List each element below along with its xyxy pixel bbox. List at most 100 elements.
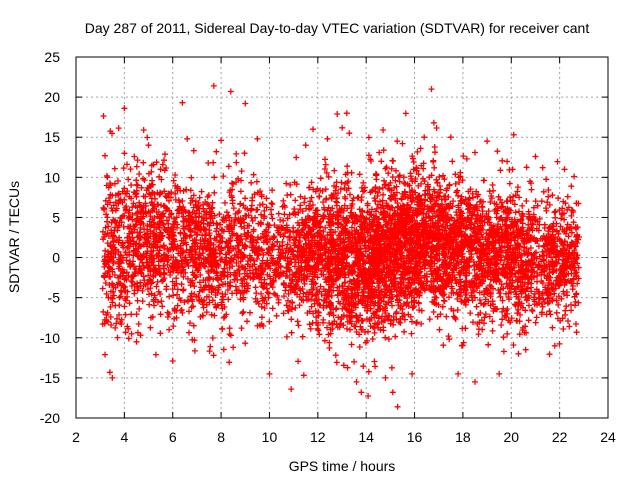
data-point (570, 283, 576, 289)
data-point (231, 276, 238, 283)
data-point (527, 245, 534, 251)
data-point (538, 278, 545, 285)
data-point (242, 195, 249, 202)
data-point (443, 237, 450, 244)
data-point (253, 178, 260, 185)
data-point (393, 167, 399, 174)
data-point (167, 269, 174, 276)
data-point (485, 341, 492, 348)
data-point (375, 324, 382, 331)
data-point (225, 163, 232, 170)
data-point (126, 300, 133, 307)
data-point (102, 224, 109, 231)
data-point (379, 202, 386, 209)
data-point (111, 180, 118, 187)
data-point (146, 182, 153, 189)
data-point (188, 296, 195, 303)
data-point (423, 210, 430, 217)
data-point (127, 223, 134, 230)
data-point (427, 265, 434, 272)
data-point (166, 214, 173, 221)
data-point (213, 304, 220, 311)
data-point (325, 173, 332, 180)
data-point (136, 202, 143, 209)
data-point (339, 124, 346, 131)
data-point (535, 227, 542, 234)
data-point (316, 193, 323, 200)
data-point (529, 307, 535, 313)
data-point (321, 166, 328, 172)
data-point (232, 245, 239, 252)
data-point (389, 174, 396, 180)
data-point (283, 333, 290, 340)
data-point (250, 226, 257, 233)
data-point (411, 217, 418, 224)
data-point (161, 275, 168, 282)
data-point (222, 199, 228, 206)
data-point (270, 235, 277, 242)
data-point (380, 205, 387, 212)
data-point (308, 194, 315, 201)
data-point (344, 364, 351, 371)
data-point (288, 247, 295, 254)
data-point (369, 336, 376, 342)
data-point (376, 149, 383, 156)
data-point (499, 157, 506, 164)
data-point (424, 181, 431, 188)
data-point (107, 128, 114, 135)
data-point (125, 176, 132, 183)
data-point (295, 322, 302, 329)
data-point (320, 302, 327, 309)
data-point (563, 303, 570, 310)
data-point (434, 252, 440, 259)
data-point (460, 339, 467, 346)
data-point (333, 359, 340, 366)
data-point (450, 313, 457, 320)
data-point (441, 227, 448, 234)
data-point (406, 241, 413, 248)
data-point (140, 159, 147, 166)
data-point (159, 211, 165, 218)
data-point (159, 303, 166, 310)
data-point (306, 308, 313, 315)
data-point (433, 125, 440, 131)
data-point (394, 200, 401, 206)
data-point (116, 263, 123, 270)
data-point (241, 276, 248, 283)
data-point (499, 308, 506, 315)
data-point (238, 325, 245, 332)
data-point (282, 230, 289, 236)
data-point (480, 177, 487, 184)
data-point (553, 267, 560, 274)
data-point (144, 243, 150, 250)
data-point (288, 329, 295, 336)
data-point (320, 215, 327, 222)
data-point (192, 251, 199, 258)
data-point (360, 363, 367, 370)
data-point (311, 271, 318, 278)
data-point (140, 210, 147, 217)
data-point (263, 300, 270, 307)
data-point (222, 251, 229, 258)
data-point (575, 200, 582, 207)
data-point (430, 309, 437, 315)
data-point (401, 328, 408, 335)
data-point (135, 321, 142, 327)
data-point (142, 239, 149, 246)
data-point (493, 201, 500, 208)
data-points (99, 82, 582, 410)
data-point (122, 311, 129, 318)
data-point (417, 281, 424, 288)
data-point (568, 207, 575, 214)
data-point (443, 313, 450, 320)
data-point (543, 176, 550, 183)
data-point (475, 326, 482, 333)
data-point (446, 205, 453, 212)
data-point (562, 230, 569, 237)
data-point (485, 208, 492, 215)
data-point (187, 187, 194, 194)
data-point (309, 216, 316, 223)
data-point (409, 318, 415, 325)
data-point (473, 226, 479, 233)
data-point (109, 299, 116, 306)
